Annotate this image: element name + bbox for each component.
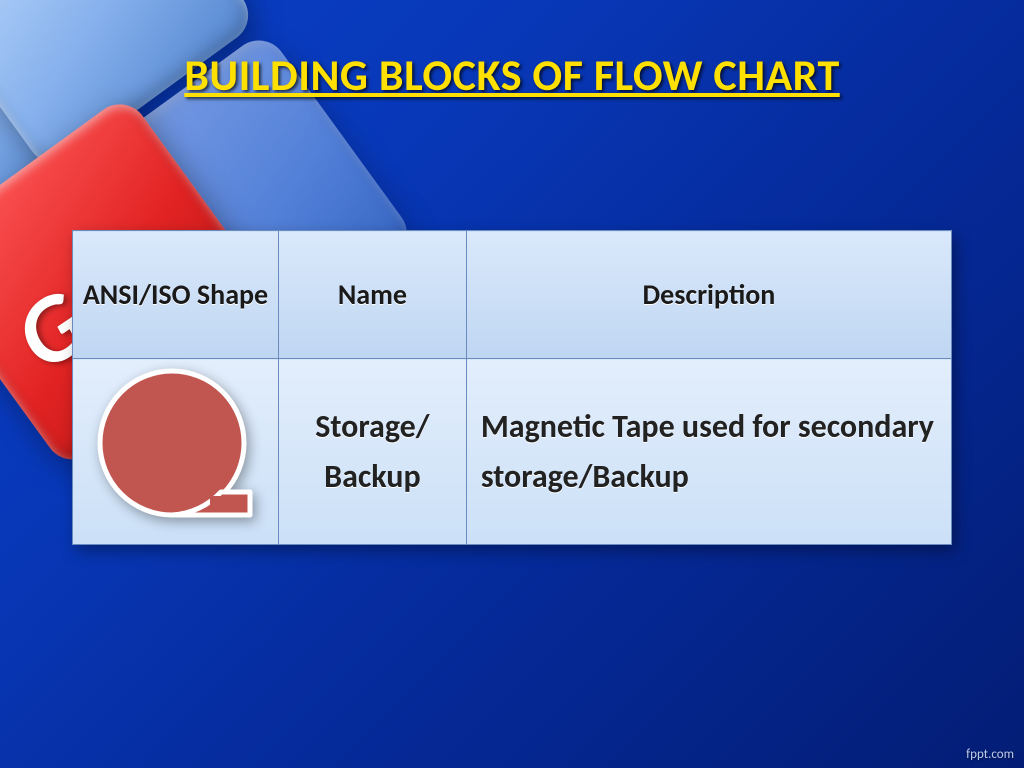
table-row: Storage/ Backup Magnetic Tape used for s…: [73, 359, 952, 545]
col-header-desc: Description: [466, 231, 951, 359]
cell-shape: [73, 359, 279, 545]
page-title: BUILDING BLOCKS OF FLOW CHART: [0, 48, 1024, 102]
table-header-row: ANSI/ISO Shape Name Description: [73, 231, 952, 359]
cell-description: Magnetic Tape used for secondary storage…: [466, 359, 951, 545]
watermark: fppt.com: [966, 747, 1014, 762]
cell-name: Storage/ Backup: [278, 359, 466, 545]
magnetic-tape-icon: [90, 361, 260, 527]
flowchart-shapes-table: ANSI/ISO Shape Name Description Storage/…: [72, 230, 952, 545]
col-header-shape: ANSI/ISO Shape: [73, 231, 279, 359]
col-header-name: Name: [278, 231, 466, 359]
